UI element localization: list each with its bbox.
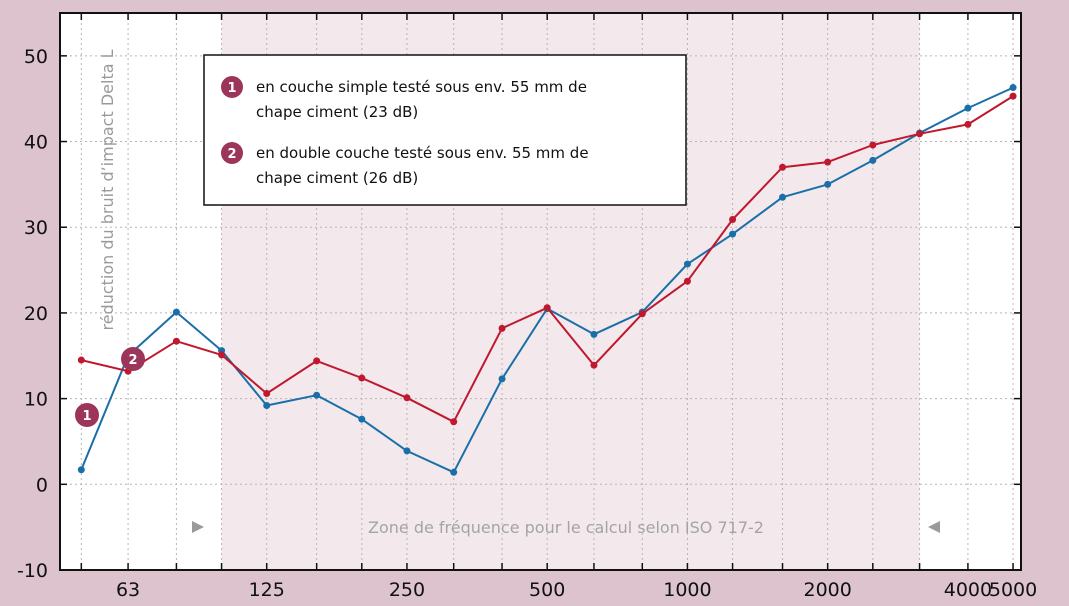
- x-tick-label: 1000: [663, 579, 711, 601]
- zone-annotation: Zone de fréquence pour le calcul selon I…: [368, 518, 764, 537]
- series-2-point: [313, 357, 321, 365]
- series-1-point: [824, 180, 832, 188]
- y-tick-label: 0: [36, 474, 48, 496]
- series-2-point: [172, 337, 180, 345]
- series-1-point: [779, 193, 787, 201]
- series-1-point: [172, 308, 180, 316]
- legend-item-2: 2 en double couche testé sous env. 55 mm…: [221, 142, 589, 187]
- series-1-point: [77, 466, 85, 474]
- legend-badge-1: [221, 76, 243, 98]
- series-1-point: [729, 230, 737, 238]
- series-1-point: [358, 415, 366, 423]
- series-1-point: [403, 447, 411, 455]
- x-tick-label: 4000: [944, 579, 992, 601]
- legend-item-1-line2: chape ciment (23 dB): [256, 103, 418, 121]
- legend-item-2-line1: en double couche testé sous env. 55 mm d…: [256, 144, 589, 162]
- legend-badge-2: [221, 142, 243, 164]
- series-2-point: [1009, 92, 1017, 100]
- y-tick-label: 10: [24, 389, 48, 411]
- series-1-point: [1009, 84, 1017, 92]
- zone-right-marker: [928, 521, 940, 533]
- x-tick-label: 250: [389, 579, 425, 601]
- series-1-point: [313, 391, 321, 399]
- series-2-point: [638, 310, 646, 318]
- y-tick-label: 50: [24, 46, 48, 68]
- y-tick-label: -10: [17, 560, 48, 582]
- series-1-point: [683, 260, 691, 268]
- x-tick-label: 5000: [989, 579, 1037, 601]
- series-2-point: [729, 216, 737, 224]
- series-2-point: [77, 356, 85, 364]
- svg-text:2: 2: [128, 353, 137, 368]
- series-2-point: [916, 130, 924, 138]
- x-tick-label: 2000: [803, 579, 851, 601]
- legend-badge-1-label: 1: [227, 81, 236, 96]
- series-2-point: [869, 141, 877, 149]
- series-1-point: [498, 375, 506, 383]
- series-2-point: [779, 163, 787, 171]
- y-tick-label: 20: [24, 303, 48, 325]
- series-2-point: [263, 389, 271, 397]
- legend: 1 en couche simple testé sous env. 55 mm…: [203, 54, 687, 206]
- series-1-point: [964, 104, 972, 112]
- y-tick-labels: -10 0 10 20 30 40 50: [17, 46, 48, 582]
- legend-badge-2-label: 2: [227, 147, 236, 162]
- series-2-point: [590, 361, 598, 369]
- series-1-point: [590, 330, 598, 338]
- x-tick-label: 125: [249, 579, 285, 601]
- series-2-point: [543, 304, 551, 312]
- series-2-point: [683, 277, 691, 285]
- series-1-point: [263, 401, 271, 409]
- y-tick-label: 40: [24, 132, 48, 154]
- y-axis-label: réduction du bruit d’impact Delta L: [98, 49, 117, 330]
- series-2-point: [403, 394, 411, 402]
- series-2-point: [964, 120, 972, 128]
- legend-box: [203, 54, 687, 206]
- legend-item-1-line1: en couche simple testé sous env. 55 mm d…: [256, 78, 587, 96]
- y-tick-label: 30: [24, 217, 48, 239]
- legend-item-1: 1 en couche simple testé sous env. 55 mm…: [221, 76, 587, 121]
- x-tick-label: 500: [529, 579, 565, 601]
- series-2-badge: 2: [121, 347, 145, 371]
- series-1-point: [869, 156, 877, 164]
- plot-frame: [59, 12, 1022, 571]
- series-1-badge: 1: [75, 403, 99, 427]
- legend-item-2-line2: chape ciment (26 dB): [256, 169, 418, 187]
- x-tick-label: 63: [116, 579, 140, 601]
- series-2-point: [450, 418, 458, 426]
- series-2-point: [358, 374, 366, 382]
- zone-left-marker: [192, 521, 204, 533]
- series-2-point: [498, 324, 506, 332]
- series-1-point: [450, 468, 458, 476]
- series-2-point: [824, 158, 832, 166]
- series-2-point: [218, 351, 226, 359]
- svg-text:1: 1: [82, 409, 91, 424]
